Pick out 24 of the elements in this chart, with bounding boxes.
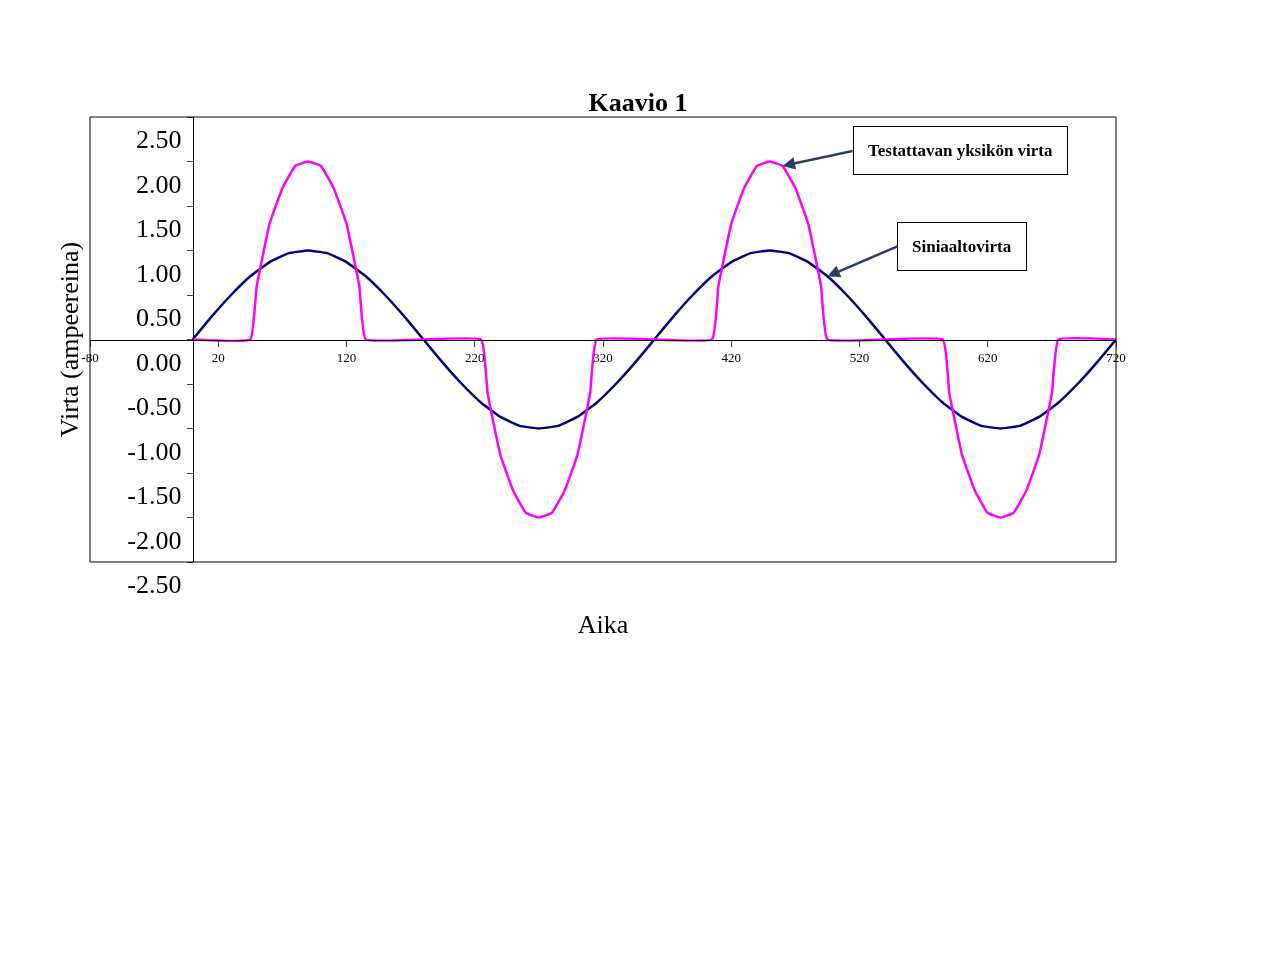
annotation: Testattavan yksikön virta (868, 141, 1054, 160)
x-tick-label: -80 (81, 350, 99, 366)
x-tick-label: 620 (978, 350, 998, 366)
chart-title: Kaavio 1 (588, 87, 688, 117)
x-tick-label: 120 (336, 350, 357, 366)
y-tick-label: -1.00 (127, 436, 182, 466)
x-axis-title: Aika (577, 609, 629, 639)
x-tick-label: 220 (465, 350, 485, 366)
y-tick-label: -0.50 (127, 392, 182, 422)
y-tick-label: -2.00 (127, 525, 182, 555)
y-tick-label: 0.50 (135, 303, 182, 333)
x-tick-label: 320 (593, 350, 613, 366)
y-tick-label: -2.50 (127, 570, 182, 600)
y-tick-label: 1.50 (135, 214, 182, 244)
x-tick-label: 520 (849, 350, 870, 366)
x-tick-label: 420 (721, 350, 741, 366)
x-tick-label: 20 (211, 350, 225, 366)
annotation: Siniaaltovirta (912, 237, 1012, 256)
y-tick-label: 1.00 (135, 258, 182, 288)
y-tick-label: 2.50 (135, 125, 182, 155)
x-tick-label: 720 (1106, 350, 1126, 366)
y-tick-label: -1.50 (127, 481, 182, 511)
y-tick-label: 0.00 (135, 347, 182, 377)
y-tick-label: 2.00 (135, 169, 182, 199)
